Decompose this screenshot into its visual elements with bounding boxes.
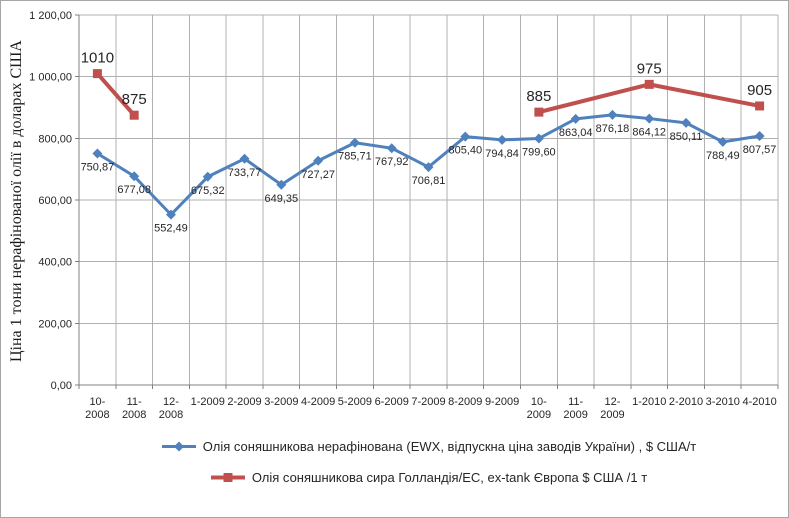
data-label: 875 — [122, 91, 147, 108]
data-point-marker — [754, 130, 765, 141]
y-tick-label: 1 000,00 — [29, 72, 72, 84]
data-point-marker — [92, 69, 102, 79]
data-point-marker — [533, 133, 544, 144]
x-tick-label: 11- — [568, 396, 583, 408]
data-point-marker — [570, 113, 581, 124]
x-tick-label: 2008 — [85, 409, 109, 421]
data-label: 785,71 — [338, 151, 372, 163]
x-tick-label: 6-2009 — [375, 396, 409, 408]
y-tick-label: 600,00 — [38, 195, 72, 207]
data-label: 805,40 — [448, 145, 482, 157]
data-label: 975 — [637, 60, 662, 77]
x-tick-label: 2009 — [563, 409, 587, 421]
data-point-marker — [534, 107, 544, 117]
x-tick-label: 4-2010 — [742, 396, 776, 408]
data-point-marker — [460, 131, 471, 142]
data-point-marker — [313, 155, 324, 166]
x-tick-label: 5-2009 — [338, 396, 372, 408]
data-point-marker — [386, 143, 397, 154]
data-label: 649,35 — [265, 193, 299, 205]
data-point-marker — [202, 171, 213, 182]
x-tick-label: 7-2009 — [411, 396, 445, 408]
x-tick-label: 2009 — [527, 409, 551, 421]
data-point-marker — [165, 209, 176, 220]
x-tick-label: 3-2009 — [264, 396, 298, 408]
x-tick-label: 2008 — [122, 409, 146, 421]
data-point-marker — [607, 109, 618, 120]
data-label: 863,04 — [559, 127, 593, 139]
data-label: 677,08 — [117, 184, 151, 196]
plot-area: 0,00 200,00 400,00 600,00 800,00 1 000,00 1 20… — [29, 10, 779, 421]
x-tick-label: 1-2010 — [632, 396, 666, 408]
legend-item-crude-oil: Олія соняшникова сира Голландія/ЕС, ex-t… — [210, 470, 647, 485]
series1-legend-marker-icon — [161, 441, 196, 452]
data-point-marker — [423, 162, 434, 173]
data-label: 750,87 — [81, 161, 115, 173]
data-label: 706,81 — [412, 175, 446, 187]
data-point-marker — [129, 171, 140, 182]
y-tick-label: 1 200,00 — [29, 10, 72, 22]
series1-legend-diamond-icon — [173, 441, 184, 452]
data-point-marker — [92, 148, 103, 159]
series2-legend-marker-icon — [210, 473, 245, 482]
data-label: 788,49 — [706, 150, 740, 162]
legend-item-unrefined-oil: Олія соняшникова нерафінована (EWX, відп… — [161, 439, 696, 454]
legend-label-series1: Олія соняшникова нерафінована (EWX, відп… — [202, 439, 697, 454]
data-point-marker — [681, 117, 692, 128]
x-tick-label: 2009 — [600, 409, 624, 421]
x-tick-label: 12- — [604, 396, 620, 408]
data-point-marker — [276, 179, 287, 190]
legend: Олія соняшникова нерафінована (EWX, відп… — [79, 439, 778, 485]
x-tick-label: 3-2010 — [706, 396, 740, 408]
data-point-marker — [239, 153, 250, 164]
data-point-marker — [129, 110, 139, 120]
data-point-marker — [755, 101, 765, 111]
data-label: 767,92 — [375, 156, 409, 168]
data-label: 905 — [747, 82, 772, 99]
legend-label-series2: Олія соняшникова сира Голландія/ЕС, ex-t… — [251, 470, 648, 485]
x-tick-label: 2008 — [159, 409, 183, 421]
x-tick-label: 1-2009 — [191, 396, 225, 408]
data-label: 885 — [526, 88, 551, 105]
x-tick-label: 2-2009 — [227, 396, 261, 408]
data-label: 807,57 — [743, 144, 777, 156]
data-label: 864,12 — [632, 127, 666, 139]
data-label: 876,18 — [596, 123, 630, 135]
x-tick-label: 4-2009 — [301, 396, 335, 408]
data-point-marker — [497, 134, 508, 145]
data-point-marker — [644, 113, 655, 124]
x-tick-label: 9-2009 — [485, 396, 519, 408]
series-line — [95, 71, 137, 118]
data-label: 1010 — [81, 50, 114, 67]
y-tick-label: 0,00 — [51, 380, 72, 392]
x-tick-label: 8-2009 — [448, 396, 482, 408]
data-point-marker — [349, 137, 360, 148]
x-tick-label: 2-2010 — [669, 396, 703, 408]
data-label: 727,27 — [301, 169, 335, 181]
data-point-marker — [717, 136, 728, 147]
y-tick-label: 200,00 — [38, 318, 72, 330]
data-label: 850,11 — [670, 131, 703, 143]
data-label: 733,77 — [228, 167, 262, 179]
x-tick-label: 10- — [89, 396, 105, 408]
x-tick-label: 10- — [531, 396, 547, 408]
x-tick-label: 12- — [163, 396, 179, 408]
data-label: 794,84 — [485, 148, 519, 160]
data-label: 799,60 — [522, 146, 556, 158]
y-tick-label: 400,00 — [38, 257, 72, 269]
series2-legend-square-icon — [223, 473, 233, 482]
y-tick-label: 800,00 — [38, 133, 72, 145]
data-label: 552,49 — [154, 223, 188, 235]
data-point-marker — [644, 79, 654, 89]
data-label: 675,32 — [191, 185, 225, 197]
x-tick-label: 11- — [127, 396, 142, 408]
